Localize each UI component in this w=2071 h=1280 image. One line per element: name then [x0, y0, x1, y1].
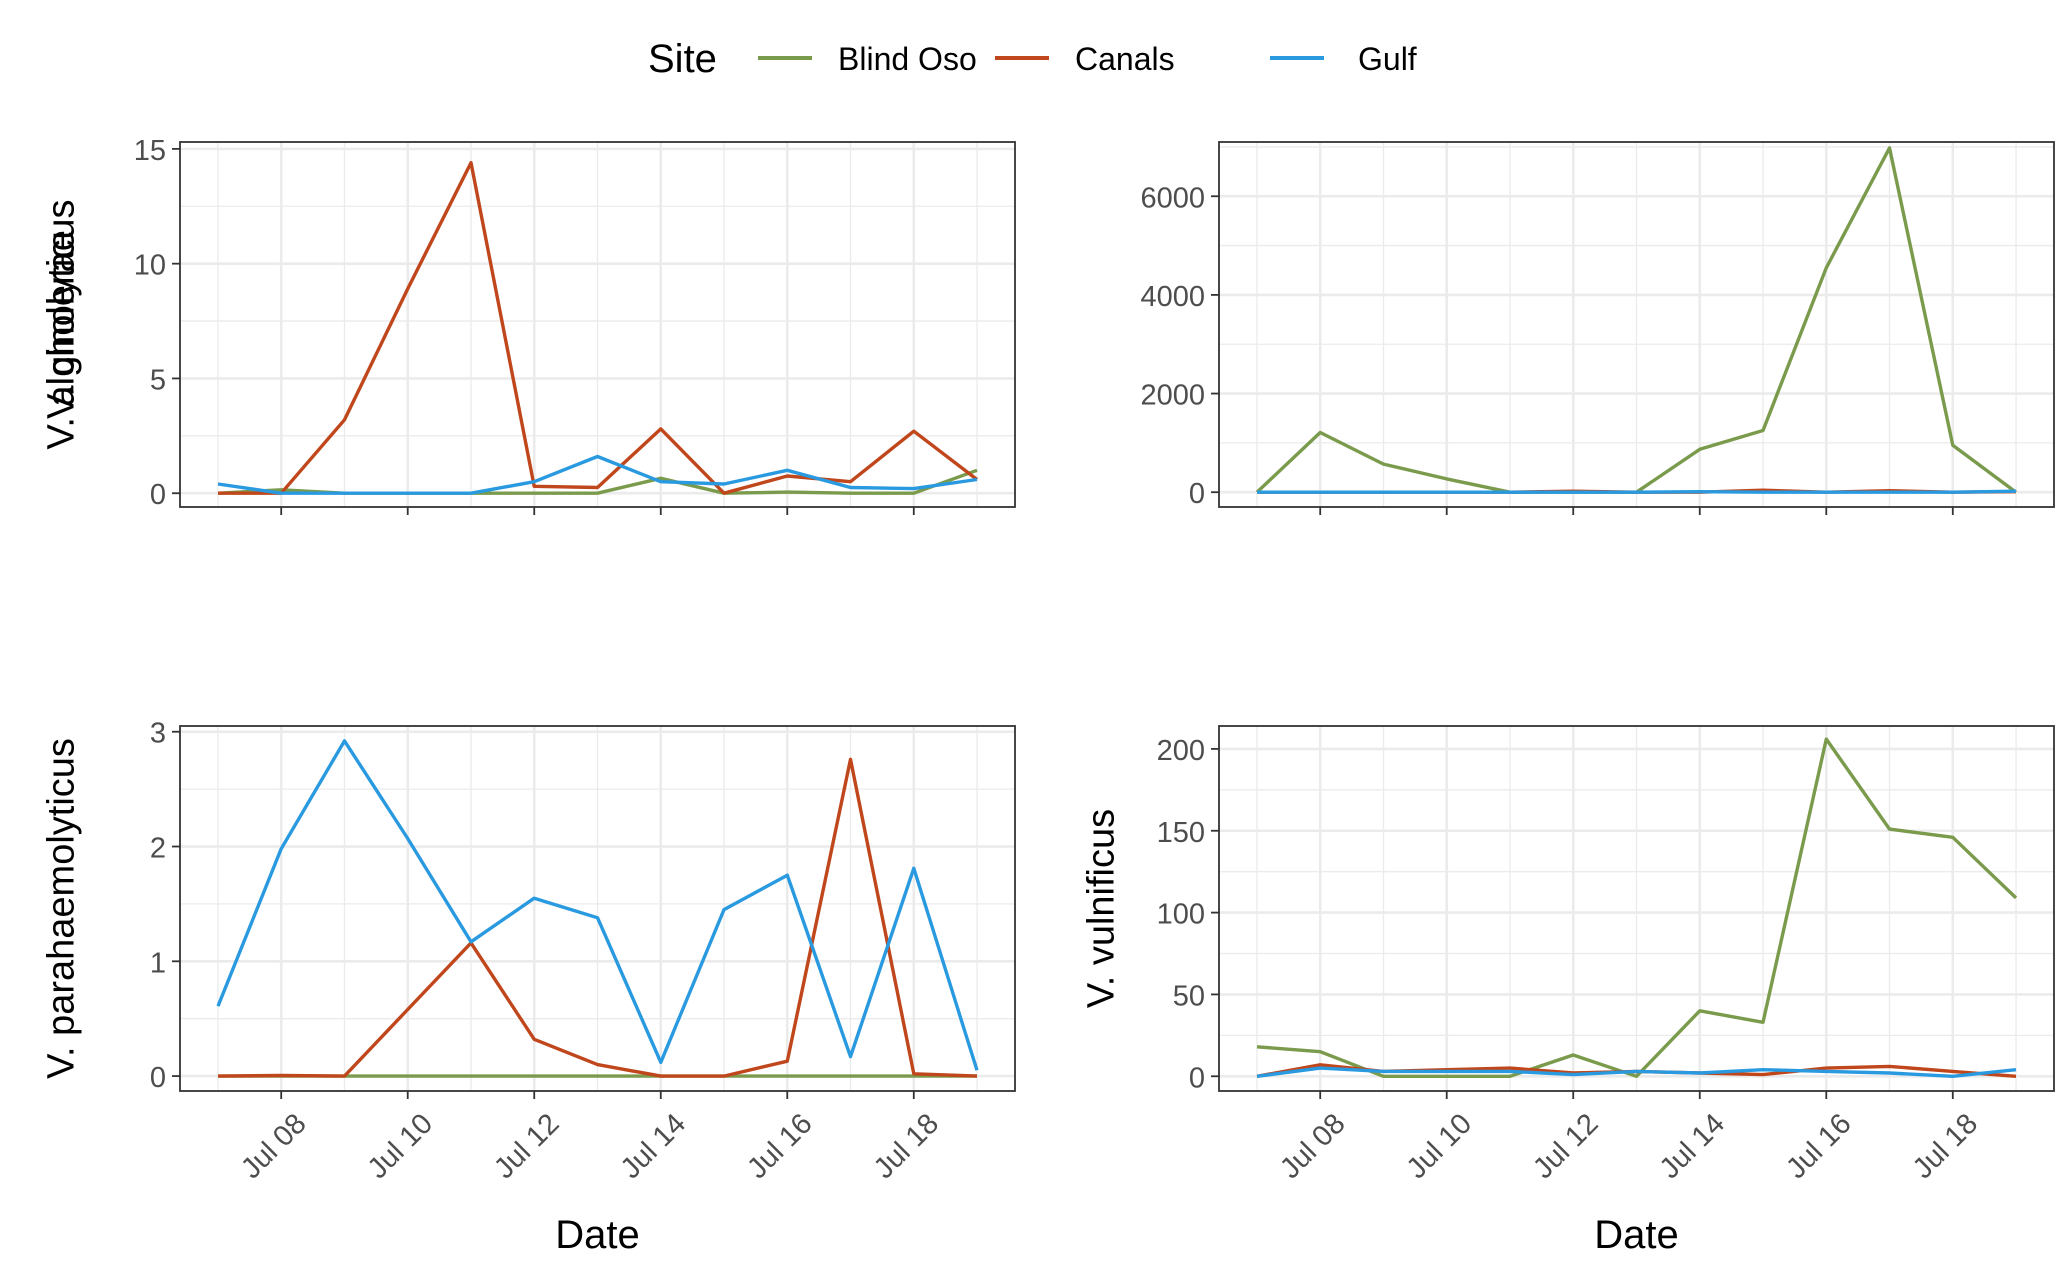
y-tick-label: 6000	[1140, 182, 1205, 214]
y-axis-label: V. cholerae	[40, 230, 82, 419]
legend-label: Canals	[1075, 41, 1175, 77]
legend-entry: Blind Oso	[758, 41, 977, 77]
legend: Site Blind Oso Canals Gulf	[648, 37, 1417, 81]
series-line-blind-oso	[1256, 737, 2018, 1079]
series-line-gulf	[1257, 489, 2017, 494]
panel-border	[1218, 725, 2055, 1092]
series-line-gulf	[216, 739, 979, 1071]
y-tick-label: 5	[150, 364, 166, 396]
legend-label: Gulf	[1358, 41, 1417, 77]
x-axis-label: Date	[555, 1213, 640, 1257]
y-tick-label: 10	[134, 250, 166, 282]
legend-entries: Blind Oso Canals Gulf	[758, 41, 1417, 77]
series-line-gulf	[217, 454, 978, 495]
y-tick-label: 0	[150, 1062, 166, 1094]
x-tick-label: Jul 10	[362, 1108, 439, 1185]
y-tick-label: 2	[150, 833, 166, 865]
series-line-gulf	[1256, 1066, 2017, 1079]
y-tick-label: 0	[150, 479, 166, 511]
panel-border	[1218, 141, 2055, 508]
y-tick-label: 4000	[1140, 281, 1205, 313]
legend-entry: Canals	[995, 41, 1175, 77]
y-axis-label: V. parahaemolyticus	[40, 738, 82, 1079]
x-tick-label: Jul 16	[1780, 1108, 1857, 1185]
y-tick-label: 150	[1157, 817, 1205, 849]
x-tick-label: Jul 14	[1654, 1108, 1731, 1185]
x-tick-label: Jul 10	[1401, 1108, 1478, 1185]
x-tick-label: Jul 08	[1274, 1108, 1351, 1185]
panel-2: 0 2000 4000 6000 V. cholerae	[40, 141, 2055, 515]
x-tick-label: Jul 18	[868, 1108, 945, 1185]
x-tick-label: Jul 12	[488, 1108, 565, 1185]
y-tick-label: 100	[1157, 899, 1205, 931]
y-tick-label: 1	[150, 947, 166, 979]
x-tick-label: Jul 18	[1907, 1108, 1984, 1185]
legend-label: Blind Oso	[838, 41, 977, 77]
legend-title: Site	[648, 37, 717, 81]
y-tick-label: 50	[1173, 980, 1205, 1012]
x-tick-label: Jul 16	[741, 1108, 818, 1185]
series-line-canals	[218, 160, 979, 495]
y-axis-label: V. alginolyticus	[40, 200, 82, 450]
x-tick-label: Jul 08	[235, 1108, 312, 1185]
x-tick-label: Jul 12	[1527, 1108, 1604, 1185]
panel-border	[179, 725, 1016, 1092]
y-tick-label: 200	[1157, 735, 1205, 767]
x-tick-label: Jul 14	[615, 1108, 692, 1185]
legend-entry: Gulf	[1270, 41, 1417, 77]
y-tick-label: 0	[1189, 1062, 1205, 1094]
y-tick-label: 2000	[1140, 380, 1205, 412]
panel-3: 0 1 2 3 Jul 08 Jul 10 Jul 12 Jul 14 Jul 16 Jul 18…	[40, 718, 1016, 1257]
series-line-canals	[217, 757, 978, 1078]
y-tick-label: 3	[150, 718, 166, 750]
y-tick-label: 15	[134, 135, 166, 167]
gridlines	[180, 142, 1015, 507]
y-axis-label: V. vulnificus	[1080, 809, 1122, 1008]
panel-4: 0 50 100 150 200 Jul 08 Jul 10 Jul 12 Jul 14 Jul …	[1080, 725, 2055, 1257]
y-tick-label: 0	[1189, 478, 1205, 510]
panel-1: 0 5 10 15 V. alginolyticus	[40, 135, 1016, 515]
panel-border	[179, 141, 1016, 508]
x-axis-label: Date	[1594, 1213, 1679, 1257]
